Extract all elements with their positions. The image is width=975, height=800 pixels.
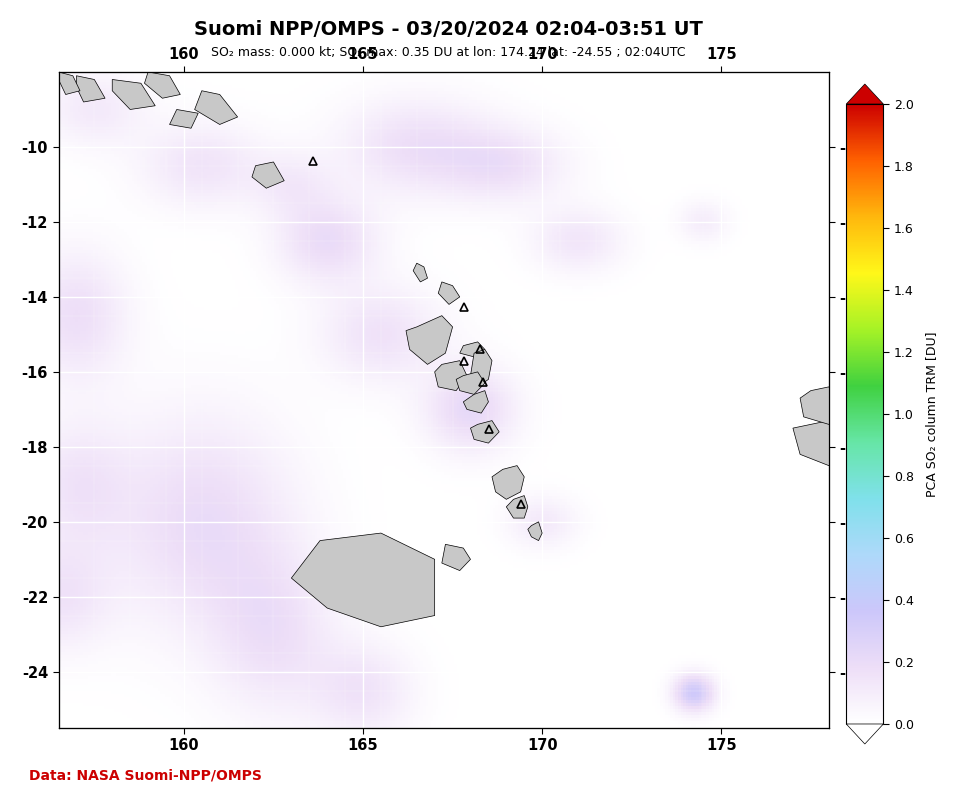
Polygon shape bbox=[463, 390, 488, 413]
Polygon shape bbox=[58, 72, 80, 94]
Polygon shape bbox=[442, 544, 471, 570]
Polygon shape bbox=[460, 342, 485, 357]
Polygon shape bbox=[471, 421, 499, 443]
Polygon shape bbox=[292, 533, 435, 626]
Polygon shape bbox=[456, 372, 485, 394]
Text: SO₂ mass: 0.000 kt; SO₂ max: 0.35 DU at lon: 174.24 lat: -24.55 ; 02:04UTC: SO₂ mass: 0.000 kt; SO₂ max: 0.35 DU at … bbox=[212, 46, 685, 59]
Polygon shape bbox=[435, 361, 467, 390]
Y-axis label: PCA SO₂ column TRM [DU]: PCA SO₂ column TRM [DU] bbox=[925, 331, 938, 497]
Polygon shape bbox=[793, 421, 846, 466]
Polygon shape bbox=[252, 162, 284, 188]
Text: Data: NASA Suomi-NPP/OMPS: Data: NASA Suomi-NPP/OMPS bbox=[29, 768, 262, 782]
Polygon shape bbox=[413, 263, 427, 282]
Polygon shape bbox=[527, 522, 542, 541]
Polygon shape bbox=[471, 350, 492, 387]
Polygon shape bbox=[170, 110, 198, 128]
Polygon shape bbox=[438, 282, 460, 305]
Polygon shape bbox=[144, 72, 180, 98]
Polygon shape bbox=[492, 466, 525, 499]
Polygon shape bbox=[800, 387, 846, 424]
Polygon shape bbox=[76, 76, 105, 102]
Text: Suomi NPP/OMPS - 03/20/2024 02:04-03:51 UT: Suomi NPP/OMPS - 03/20/2024 02:04-03:51 … bbox=[194, 20, 703, 39]
Polygon shape bbox=[506, 495, 527, 518]
Polygon shape bbox=[112, 79, 155, 110]
Polygon shape bbox=[406, 316, 452, 364]
Polygon shape bbox=[195, 90, 238, 125]
